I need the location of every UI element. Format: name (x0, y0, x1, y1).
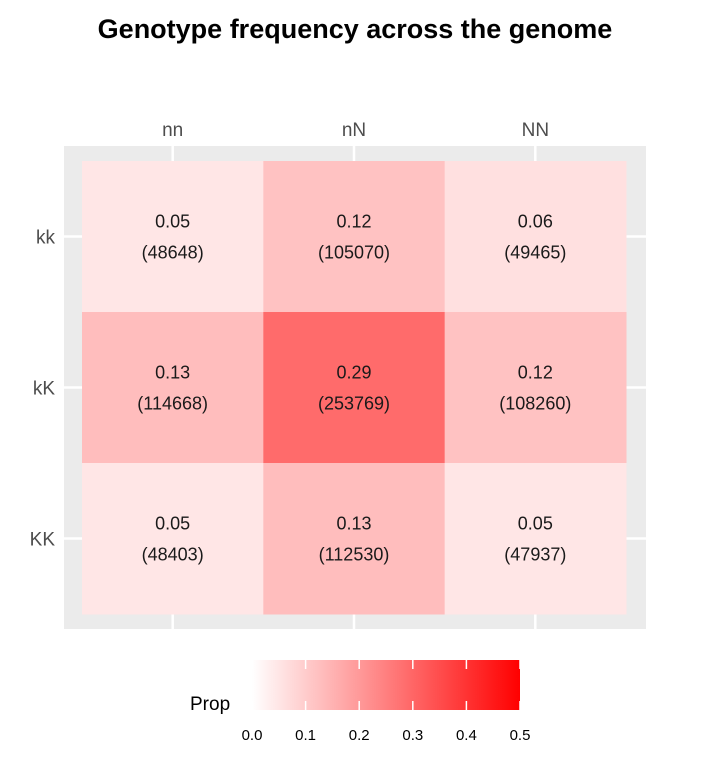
legend-tick-label: 0.4 (456, 727, 477, 744)
legend-tick-label: 0.0 (242, 727, 263, 744)
heatmap-cell-kk-NN (444, 161, 627, 313)
legend: Prop 0.0 0.1 0.2 0.3 0.4 0.5 (190, 660, 530, 744)
cell-prop-label: 0.06 (518, 212, 553, 232)
legend-tick-label: 0.3 (402, 727, 423, 744)
cell-prop-label: 0.29 (336, 363, 371, 383)
legend-tick-label: 0.1 (295, 727, 316, 744)
legend-title: Prop (190, 694, 230, 715)
cell-prop-label: 0.05 (518, 514, 553, 534)
cell-count-label: (48648) (142, 243, 204, 263)
chart-title: Genotype frequency across the genome (98, 14, 613, 44)
cell-count-label: (105070) (318, 243, 390, 263)
cell-prop-label: 0.12 (518, 363, 553, 383)
cell-count-label: (49465) (504, 243, 566, 263)
legend-colorbar (252, 660, 520, 710)
cell-prop-label: 0.13 (336, 514, 371, 534)
cell-count-label: (47937) (504, 545, 566, 565)
heatmap-cell-kk-nN (263, 161, 446, 313)
heatmap-cell-kK-nn (82, 312, 264, 464)
heatmap-cell-KK-nn (82, 463, 264, 615)
heatmap-cell-KK-nN (263, 463, 446, 615)
cell-count-label: (108260) (499, 394, 571, 414)
cell-count-label: (48403) (142, 545, 204, 565)
legend-ticks: 0.0 0.1 0.2 0.3 0.4 0.5 (242, 660, 531, 744)
cell-prop-label: 0.05 (155, 212, 190, 232)
heatmap-cell-KK-NN (444, 463, 627, 615)
y-tick-label: kK (33, 379, 56, 400)
legend-tick-label: 0.2 (349, 727, 370, 744)
y-tick-label: KK (30, 530, 56, 551)
heatmap-cell-kK-nN (263, 312, 446, 464)
x-axis-labels: nn nN NN (162, 120, 549, 141)
cell-prop-label: 0.05 (155, 514, 190, 534)
y-axis-labels: kk kK KK (30, 228, 56, 551)
y-tick-label: kk (36, 228, 56, 249)
x-tick-label: NN (522, 120, 549, 141)
cell-prop-label: 0.12 (336, 212, 371, 232)
cell-count-label: (253769) (318, 394, 390, 414)
legend-tick-label: 0.5 (510, 727, 531, 744)
heatmap-cell-kk-nn (82, 161, 264, 313)
cell-count-label: (114668) (137, 394, 208, 414)
x-tick-label: nN (342, 120, 366, 141)
heatmap-cell-kK-NN (444, 312, 627, 464)
cell-count-label: (112530) (319, 545, 390, 565)
heatmap-cells: 0.05 (48648) 0.12 (105070) 0.06 (49465) 0.13 (1… (82, 161, 627, 615)
cell-prop-label: 0.13 (155, 363, 190, 383)
x-tick-label: nn (162, 120, 183, 141)
